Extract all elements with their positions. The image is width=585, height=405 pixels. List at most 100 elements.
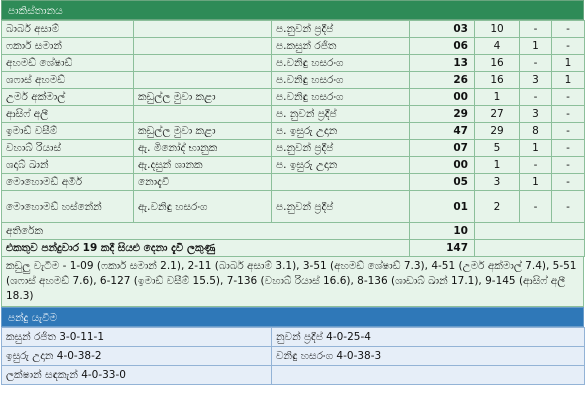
- batter-sixes: -: [551, 156, 585, 174]
- batter-fours: -: [519, 190, 552, 223]
- dismissal-bowler: ප.වනිඳු හසරංග: [271, 71, 410, 89]
- batter-name: මොහොමඩ් හස්නේන්: [1, 190, 134, 223]
- batter-name: බාබර් අසාම්: [1, 20, 134, 38]
- batter-fours: 8: [519, 122, 552, 140]
- dismissal-bowler: ප.කසුන් රජිත: [271, 37, 410, 55]
- batter-runs: 01: [409, 190, 475, 223]
- dismissal-bowler: ප. ඉසුරු උදාන: [271, 156, 410, 174]
- dismissal-fielder: [133, 54, 272, 72]
- batter-sixes: -: [551, 88, 585, 106]
- batter-sixes: 1: [551, 71, 585, 89]
- bowler-figures: නුවන් ප්‍රදීප් 4-0-25-4: [271, 327, 585, 347]
- batter-runs: 06: [409, 37, 475, 55]
- batter-fours: -: [519, 156, 552, 174]
- batter-runs: 00: [409, 88, 475, 106]
- batter-fours: 3: [519, 71, 552, 89]
- batter-balls: 1: [474, 156, 520, 174]
- batter-name: උමර් අක්මාල්: [1, 88, 134, 106]
- batter-row: ඉමාඩ් වසීම් කඩුල්ල මුවා කළා ප. ඉසුරු උදාන 4…: [1, 122, 585, 140]
- batter-balls: 16: [474, 71, 520, 89]
- bowling-row: ඉසුරු උදාන 4-0-38-2 වනිඳු හසරංග 4-0-38-3: [1, 346, 585, 366]
- batter-sixes: -: [551, 105, 585, 123]
- batter-fours: -: [519, 54, 552, 72]
- batter-balls: 4: [474, 37, 520, 55]
- batter-row: ආසිෆ් අලී ප. නුවන් ප්‍රදීප් 29 27 3-: [1, 105, 585, 123]
- dismissal-fielder: ඇ.වනිඳු හසරංග: [133, 190, 272, 223]
- dismissal-bowler: ප.නුවන් ප්‍රදීප්: [271, 190, 410, 223]
- bowler-figures: කසුන් රජිත 3-0-11-1: [1, 327, 272, 347]
- batter-runs: 03: [409, 20, 475, 38]
- dismissal-fielder: [133, 20, 272, 38]
- batter-sixes: -: [551, 20, 585, 38]
- batter-row: වහාබ් රියාස් ඇ. මිනෝද් භානුක ප.නුවන් ප්‍රද…: [1, 139, 585, 157]
- batter-runs: 00: [409, 156, 475, 174]
- batter-name: ඉමාඩ් වසීම්: [1, 122, 134, 140]
- batter-row: අහමඩ් ශේෂාඩ් ප.වනිඳු හසරංග 13 16-1: [1, 54, 585, 72]
- batter-sixes: -: [551, 139, 585, 157]
- bowling-row: ලක්ෂාන් සඳකැන් 4-0-33-0: [1, 365, 585, 385]
- batter-name: ෆකාර් සමාන්: [1, 37, 134, 55]
- batter-runs: 13: [409, 54, 475, 72]
- total-value: 147: [409, 239, 475, 257]
- dismissal-fielder: [133, 105, 272, 123]
- bowling-row: කසුන් රජිත 3-0-11-1 නුවන් ප්‍රදීප් 4-0-25…: [1, 327, 585, 347]
- dismissal-bowler: ප. ඉසුරු උදාන: [271, 122, 410, 140]
- bowler-figures: ලක්ෂාන් සඳකැන් 4-0-33-0: [1, 365, 272, 385]
- dismissal-fielder: කඩුල්ල මුවා කළා: [133, 88, 272, 106]
- batter-fours: 3: [519, 105, 552, 123]
- batter-runs: 29: [409, 105, 475, 123]
- batter-fours: -: [519, 20, 552, 38]
- batter-row: බාබර් අසාම් ප.නුවන් ප්‍රදීප් 03 10- -: [1, 20, 585, 38]
- dismissal-bowler: ප.වනිඳු හසරංග: [271, 54, 410, 72]
- dismissal-fielder: ඇ. මිනෝද් භානුක: [133, 139, 272, 157]
- batting-table: බාබර් අසාම් ප.නුවන් ප්‍රදීප් 03 10- - ෆකාර් ස…: [1, 20, 585, 257]
- batter-name: ශදාබ් ඛාන්: [1, 156, 134, 174]
- batter-balls: 10: [474, 20, 520, 38]
- batter-sixes: -: [551, 190, 585, 223]
- dismissal-fielder: [133, 71, 272, 89]
- batting-header: පාකිස්තානය: [1, 0, 584, 20]
- batter-fours: 1: [519, 173, 552, 191]
- batter-name: ආසිෆ් අලී: [1, 105, 134, 123]
- batter-fours: 1: [519, 37, 552, 55]
- batter-balls: 16: [474, 54, 520, 72]
- dismissal-bowler: ප.නුවන් ප්‍රදීප්: [271, 20, 410, 38]
- batter-fours: -: [519, 88, 552, 106]
- batter-balls: 3: [474, 173, 520, 191]
- dismissal-bowler: [271, 173, 410, 191]
- dismissal-fielder: [133, 37, 272, 55]
- dismissal-bowler: ප.නුවන් ප්‍රදීප්: [271, 139, 410, 157]
- extras-value: 10: [409, 222, 475, 240]
- batter-sixes: -: [551, 173, 585, 191]
- dismissal-fielder: නොදැවී: [133, 173, 272, 191]
- batter-row: උමර් අක්මාල් කඩුල්ල මුවා කළා ප.වනිඳු හසරංග…: [1, 88, 585, 106]
- bowler-figures: වනිඳු හසරංග 4-0-38-3: [271, 346, 585, 366]
- batter-runs: 47: [409, 122, 475, 140]
- batter-balls: 5: [474, 139, 520, 157]
- batter-runs: 05: [409, 173, 475, 191]
- batter-fours: 1: [519, 139, 552, 157]
- batter-sixes: 1: [551, 54, 585, 72]
- batter-balls: 2: [474, 190, 520, 223]
- batter-sixes: -: [551, 37, 585, 55]
- extras-label: අතිරේක: [1, 222, 410, 240]
- batter-balls: 27: [474, 105, 520, 123]
- batter-sixes: -: [551, 122, 585, 140]
- fall-of-wickets: කඩුලු වැටීම - 1-09 (ෆකාර් සමාන් 2.1), 2-…: [1, 257, 584, 307]
- batter-name: මොහොමඩ් අමීර්: [1, 173, 134, 191]
- batter-runs: 26: [409, 71, 475, 89]
- total-row: එකතුව පන්දුවාර 19 කදී සියළු දෙනා දැවී ලක…: [1, 239, 585, 257]
- bowling-table: කසුන් රජිත 3-0-11-1 නුවන් ප්‍රදීප් 4-0-25…: [1, 327, 585, 385]
- bowling-header: පන්දු යැවීම: [1, 307, 584, 327]
- batter-row: ෆකාර් සමාන් ප.කසුන් රජිත 06 4 1-: [1, 37, 585, 55]
- extras-row: අතිරේක 10: [1, 222, 585, 240]
- batter-row: ශදාබ් ඛාන් ඇ.දසුන් ශානක ප. ඉසුරු උදාන 00 1- -: [1, 156, 585, 174]
- batter-row: ශෆාස් අහමඩ් ප.වනිඳු හසරංග 26 16 3 1: [1, 71, 585, 89]
- batter-balls: 1: [474, 88, 520, 106]
- dismissal-bowler: ප. නුවන් ප්‍රදීප්: [271, 105, 410, 123]
- batter-row: මොහොමඩ් හස්නේන් ඇ.වනිඳු හසරංග ප.නුවන් ප්‍ර…: [1, 190, 585, 223]
- dismissal-fielder: ඇ.දසුන් ශානක: [133, 156, 272, 174]
- batter-name: අහමඩ් ශේෂාඩ්: [1, 54, 134, 72]
- bowler-figures: ඉසුරු උදාන 4-0-38-2: [1, 346, 272, 366]
- batter-name: ශෆාස් අහමඩ්: [1, 71, 134, 89]
